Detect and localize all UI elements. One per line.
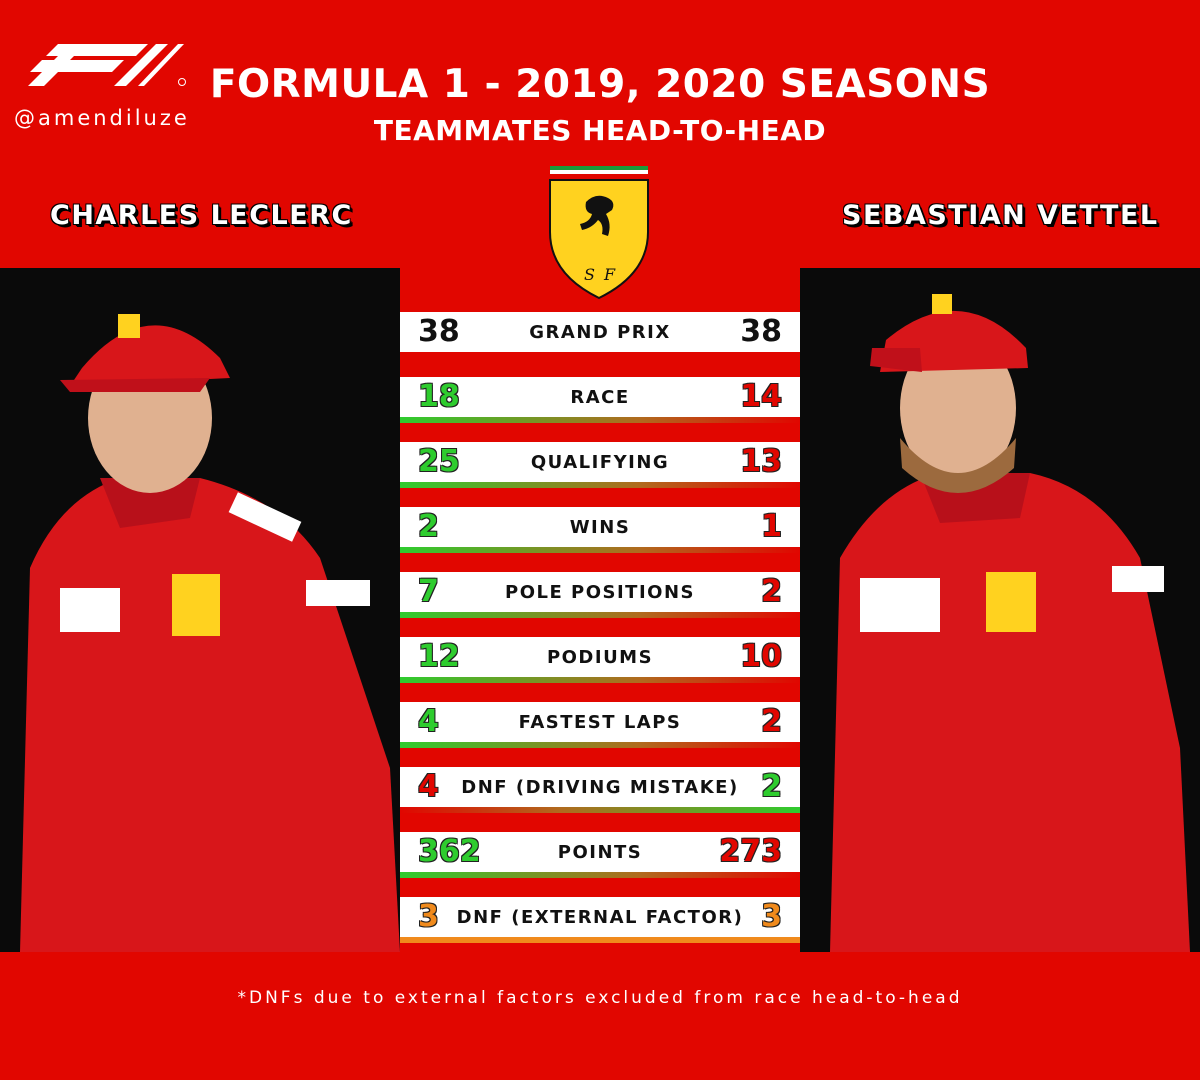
stat-value-right: 38	[740, 314, 782, 349]
driver-photo-right	[800, 268, 1200, 952]
stat-label: DNF (EXTERNAL FACTOR)	[456, 906, 744, 928]
ferrari-shield-icon: S F	[549, 166, 649, 300]
page-subtitle: TEAMMATES HEAD-TO-HEAD	[373, 114, 827, 147]
stat-value-left: 25	[418, 444, 460, 479]
page-title: FORMULA 1 - 2019, 2020 SEASONS	[209, 62, 991, 107]
stat-advantage-bar	[400, 417, 800, 423]
stat-advantage-bar	[400, 547, 800, 553]
stat-advantage-bar	[400, 742, 800, 748]
stat-value-left: 4	[418, 769, 439, 804]
stat-value-left: 4	[418, 704, 439, 739]
stat-label: FASTEST LAPS	[518, 711, 682, 733]
stat-row: 2 WINS 1	[400, 507, 800, 553]
driver-name-left: CHARLES LECLERC	[50, 200, 353, 231]
stat-row: 7 POLE POSITIONS 2	[400, 572, 800, 618]
stat-label: POINTS	[557, 841, 643, 863]
stat-row: 4 DNF (DRIVING MISTAKE) 2	[400, 767, 800, 813]
stat-value-right: 2	[761, 704, 782, 739]
stat-label: RACE	[570, 386, 630, 408]
stat-value-left: 3	[418, 899, 439, 934]
stat-label: POLE POSITIONS	[505, 581, 695, 603]
stat-advantage-bar	[400, 937, 800, 943]
stat-value-left: 12	[418, 639, 460, 674]
stat-advantage-bar	[400, 872, 800, 878]
stat-value-right: 273	[719, 834, 782, 869]
stat-value-right: 2	[761, 769, 782, 804]
stat-advantage-bar	[400, 677, 800, 683]
stat-value-right: 1	[761, 509, 782, 544]
stat-advantage-bar	[400, 482, 800, 488]
stat-value-right: 14	[740, 379, 782, 414]
stat-value-right: 3	[761, 899, 782, 934]
stat-row: 4 FASTEST LAPS 2	[400, 702, 800, 748]
stat-label: GRAND PRIX	[529, 321, 671, 343]
stat-value-left: 7	[418, 574, 439, 609]
stat-row: 25 QUALIFYING 13	[400, 442, 800, 488]
stat-row: 12 PODIUMS 10	[400, 637, 800, 683]
stats-table: 38 GRAND PRIX 38 18 RACE 14 25 QUALIFYING 13 2 WIN…	[400, 312, 800, 962]
stat-value-left: 2	[418, 509, 439, 544]
stat-value-left: 38	[418, 314, 460, 349]
svg-text:S: S	[584, 265, 595, 284]
stat-value-right: 10	[740, 639, 782, 674]
stat-row: 38 GRAND PRIX 38	[400, 312, 800, 352]
stat-advantage-bar	[400, 612, 800, 618]
stat-advantage-bar	[400, 807, 800, 813]
stat-label: WINS	[569, 516, 631, 538]
stat-value-right: 2	[761, 574, 782, 609]
driver-name-right: SEBASTIAN VETTEL	[842, 200, 1159, 231]
footnote: *DNFs due to external factors excluded f…	[237, 988, 963, 1008]
stat-value-left: 18	[418, 379, 460, 414]
driver-photo-left	[0, 268, 400, 952]
svg-text:F: F	[603, 265, 616, 284]
stat-label: PODIUMS	[546, 646, 654, 668]
stat-label: QUALIFYING	[530, 451, 670, 473]
stat-row: 18 RACE 14	[400, 377, 800, 423]
author-handle: @amendiluze	[14, 106, 190, 130]
f1-logo	[28, 44, 186, 86]
stat-value-right: 13	[740, 444, 782, 479]
stat-row: 362 POINTS 273	[400, 832, 800, 878]
stat-label: DNF (DRIVING MISTAKE)	[461, 776, 739, 798]
stat-value-left: 362	[418, 834, 481, 869]
stat-row: 3 DNF (EXTERNAL FACTOR) 3	[400, 897, 800, 943]
